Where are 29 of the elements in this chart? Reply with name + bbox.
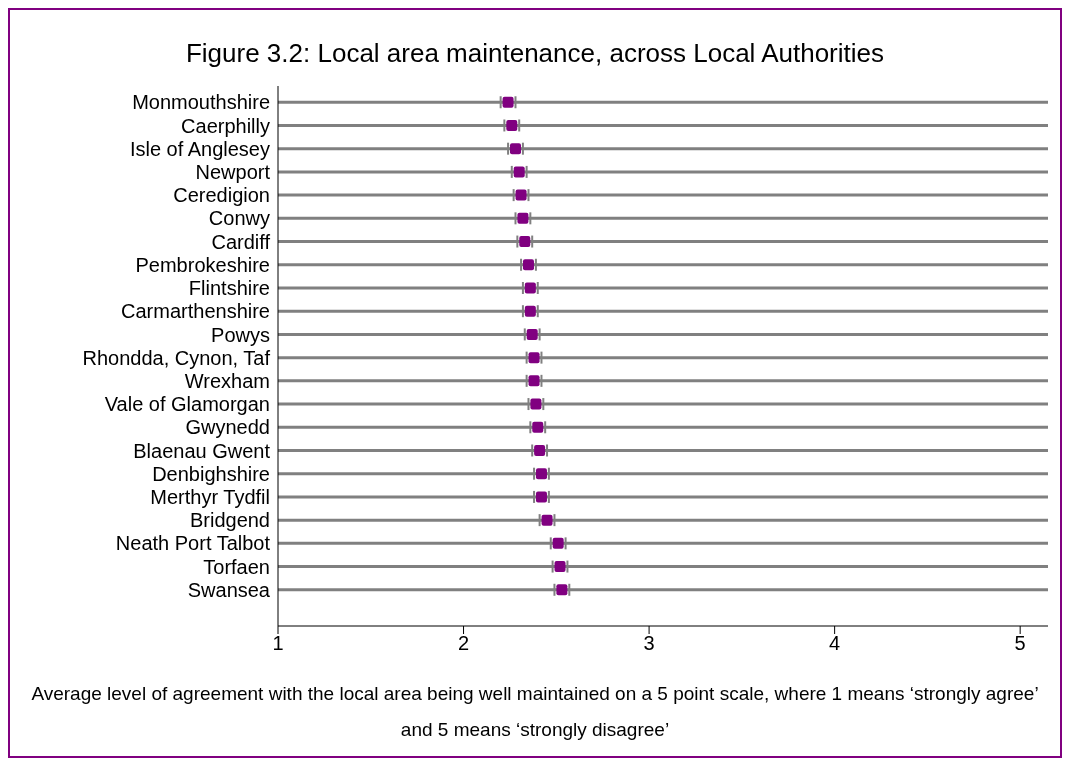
y-tick-label: Cardiff [211, 230, 271, 253]
y-tick-label: Gwynedd [185, 416, 270, 439]
y-tick-label: Bridgend [189, 509, 270, 532]
x-axis-title: Average level of agreement with the local area being well maintained on a 5 point scale, where 1 means ‘strongly agree’ and 5 means ‘strongly disagree’ [30, 682, 1040, 742]
y-tick-label: Rhondda, Cynon, Taf [82, 346, 271, 369]
y-tick-label: Carmarthenshire [121, 300, 270, 323]
y-tick-label: Powys [211, 323, 270, 346]
y-tick-label: Pembrokeshire [135, 253, 270, 276]
y-tick-label: Conwy [208, 207, 270, 230]
y-tick-label: Vale of Glamorgan [104, 393, 270, 416]
y-tick-label: Monmouthshire [132, 91, 270, 114]
x-tick-label: 1 [272, 632, 284, 655]
y-tick-label: Swansea [187, 578, 271, 601]
y-tick-label: Flintshire [188, 277, 270, 300]
y-tick-label: Denbighshire [152, 462, 270, 485]
y-tick-label: Newport [195, 161, 271, 183]
x-tick-label: 4 [829, 632, 841, 655]
y-tick-label: Blaenau Gwent [133, 439, 271, 462]
chart-title: Figure 3.2: Local area maintenance, across Local Authorities [184, 37, 886, 70]
y-tick-label: Merthyr Tydfil [150, 486, 270, 509]
y-tick-label: Ceredigion [173, 184, 270, 207]
y-tick-label: Neath Port Talbot [115, 532, 271, 555]
y-tick-label: Caerphilly [181, 114, 270, 137]
x-tick-label: 3 [643, 632, 655, 655]
y-tick-label: Torfaen [203, 555, 270, 578]
y-tick-label: Isle of Anglesey [129, 137, 270, 160]
y-tick-label: Wrexham [184, 369, 270, 392]
x-tick-label: 5 [1014, 632, 1026, 655]
x-tick-label: 2 [457, 632, 470, 655]
